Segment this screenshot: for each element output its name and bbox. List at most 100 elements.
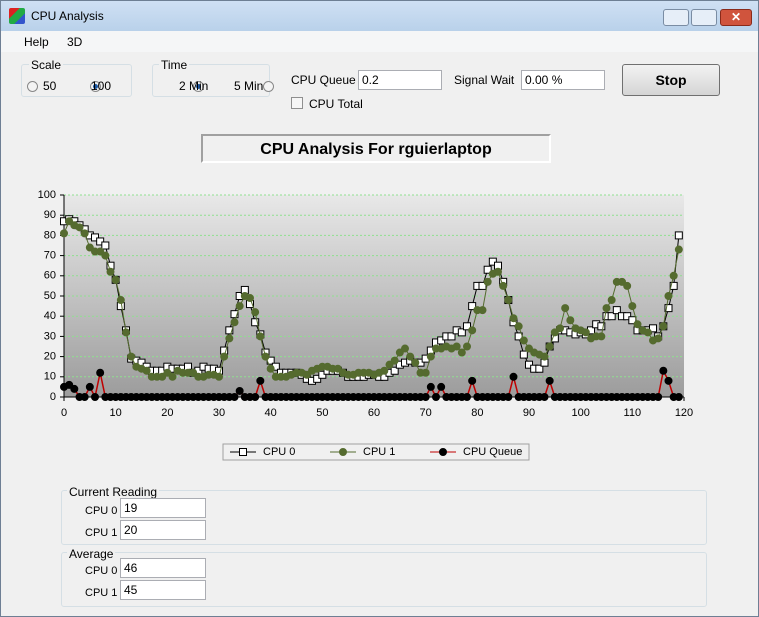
stop-button[interactable]: Stop bbox=[622, 64, 720, 96]
data-point bbox=[623, 281, 632, 290]
signal-wait-input[interactable]: 0.00 % bbox=[521, 70, 605, 90]
reading-label: CPU 0 bbox=[85, 505, 118, 517]
data-point bbox=[421, 393, 430, 401]
reading-value[interactable]: 45 bbox=[120, 580, 206, 600]
data-point bbox=[550, 328, 559, 337]
data-point bbox=[256, 376, 265, 385]
data-point bbox=[142, 366, 151, 375]
maximize-button[interactable] bbox=[691, 9, 717, 26]
menu-item[interactable]: Help bbox=[24, 35, 49, 49]
close-button[interactable]: ✕ bbox=[720, 9, 752, 26]
data-point bbox=[463, 393, 471, 401]
data-point bbox=[189, 368, 198, 377]
data-point bbox=[96, 368, 105, 377]
data-point bbox=[251, 318, 260, 327]
data-point bbox=[246, 294, 254, 303]
y-tick-label: 100 bbox=[38, 189, 56, 201]
reading-value[interactable]: 19 bbox=[120, 498, 206, 518]
data-point bbox=[463, 342, 471, 351]
x-tick-label: 120 bbox=[675, 407, 693, 419]
x-tick-label: 40 bbox=[265, 407, 277, 419]
radio[interactable] bbox=[263, 81, 274, 93]
radio-label: 100 bbox=[91, 79, 112, 93]
reading-label: CPU 1 bbox=[85, 587, 118, 599]
menu-item[interactable]: 3D bbox=[67, 35, 83, 49]
x-tick-label: 0 bbox=[61, 407, 67, 419]
data-point bbox=[261, 352, 270, 361]
data-point bbox=[256, 332, 265, 341]
data-point bbox=[643, 328, 652, 337]
data-point bbox=[623, 312, 632, 321]
legend-label: CPU Queue bbox=[463, 446, 522, 458]
x-tick-label: 10 bbox=[110, 407, 122, 419]
data-point bbox=[75, 223, 84, 232]
data-point bbox=[411, 358, 420, 367]
data-point bbox=[504, 393, 513, 401]
data-point bbox=[457, 348, 466, 357]
legend-marker bbox=[239, 448, 247, 456]
reading-value[interactable]: 46 bbox=[120, 558, 206, 578]
reading-label: CPU 1 bbox=[85, 527, 118, 539]
data-point bbox=[91, 393, 99, 401]
data-point bbox=[483, 265, 492, 274]
y-tick-label: 70 bbox=[44, 250, 56, 262]
data-point bbox=[230, 318, 239, 327]
radio[interactable] bbox=[90, 81, 101, 93]
group-label: Average bbox=[67, 547, 116, 561]
data-point bbox=[230, 393, 239, 401]
data-point bbox=[468, 302, 477, 311]
data-point bbox=[111, 275, 120, 284]
cpu-queue-input[interactable]: 0.2 bbox=[358, 70, 442, 90]
data-point bbox=[106, 267, 115, 276]
data-point bbox=[437, 336, 446, 345]
y-tick-label: 20 bbox=[44, 351, 56, 363]
legend-label: CPU 0 bbox=[263, 446, 295, 458]
minimize-button[interactable] bbox=[663, 9, 689, 26]
data-point bbox=[463, 322, 471, 331]
reading-value[interactable]: 20 bbox=[120, 520, 206, 540]
data-point bbox=[91, 233, 99, 242]
radio-label: 5 Min bbox=[234, 79, 264, 93]
data-point bbox=[168, 372, 177, 381]
data-point bbox=[556, 324, 564, 333]
app-icon bbox=[9, 8, 25, 24]
data-point bbox=[225, 334, 234, 343]
checkbox-label: CPU Total bbox=[309, 97, 363, 111]
legend-marker bbox=[439, 448, 447, 456]
y-tick-label: 50 bbox=[44, 290, 56, 302]
x-tick-label: 110 bbox=[624, 407, 642, 419]
data-point bbox=[540, 393, 549, 401]
data-point bbox=[251, 393, 260, 401]
data-point bbox=[566, 316, 575, 325]
scale-group bbox=[21, 64, 132, 97]
label: CPU Queue bbox=[291, 73, 356, 87]
data-point bbox=[607, 312, 616, 321]
data-point bbox=[514, 322, 523, 331]
group-label: Current Reading bbox=[67, 485, 160, 499]
data-point bbox=[545, 376, 554, 385]
data-point bbox=[612, 306, 621, 315]
data-point bbox=[215, 372, 223, 381]
radio[interactable] bbox=[27, 81, 38, 93]
data-point bbox=[122, 328, 130, 337]
window-title: CPU Analysis bbox=[31, 9, 104, 23]
x-tick-label: 20 bbox=[161, 407, 173, 419]
group-label: Scale bbox=[29, 58, 64, 72]
y-tick-label: 60 bbox=[44, 270, 56, 282]
radio[interactable] bbox=[193, 81, 204, 93]
data-point bbox=[85, 382, 94, 391]
data-point bbox=[426, 352, 435, 361]
x-tick-label: 90 bbox=[523, 407, 535, 419]
data-point bbox=[421, 368, 430, 377]
data-point bbox=[468, 376, 477, 385]
data-point bbox=[80, 393, 89, 401]
data-point bbox=[561, 304, 570, 313]
y-tick-label: 10 bbox=[44, 371, 56, 383]
data-point bbox=[649, 324, 657, 333]
data-point bbox=[659, 322, 668, 331]
data-point bbox=[251, 308, 260, 317]
y-tick-label: 40 bbox=[44, 310, 56, 322]
checkbox[interactable] bbox=[291, 97, 303, 109]
x-tick-label: 50 bbox=[316, 407, 328, 419]
data-point bbox=[628, 302, 637, 311]
